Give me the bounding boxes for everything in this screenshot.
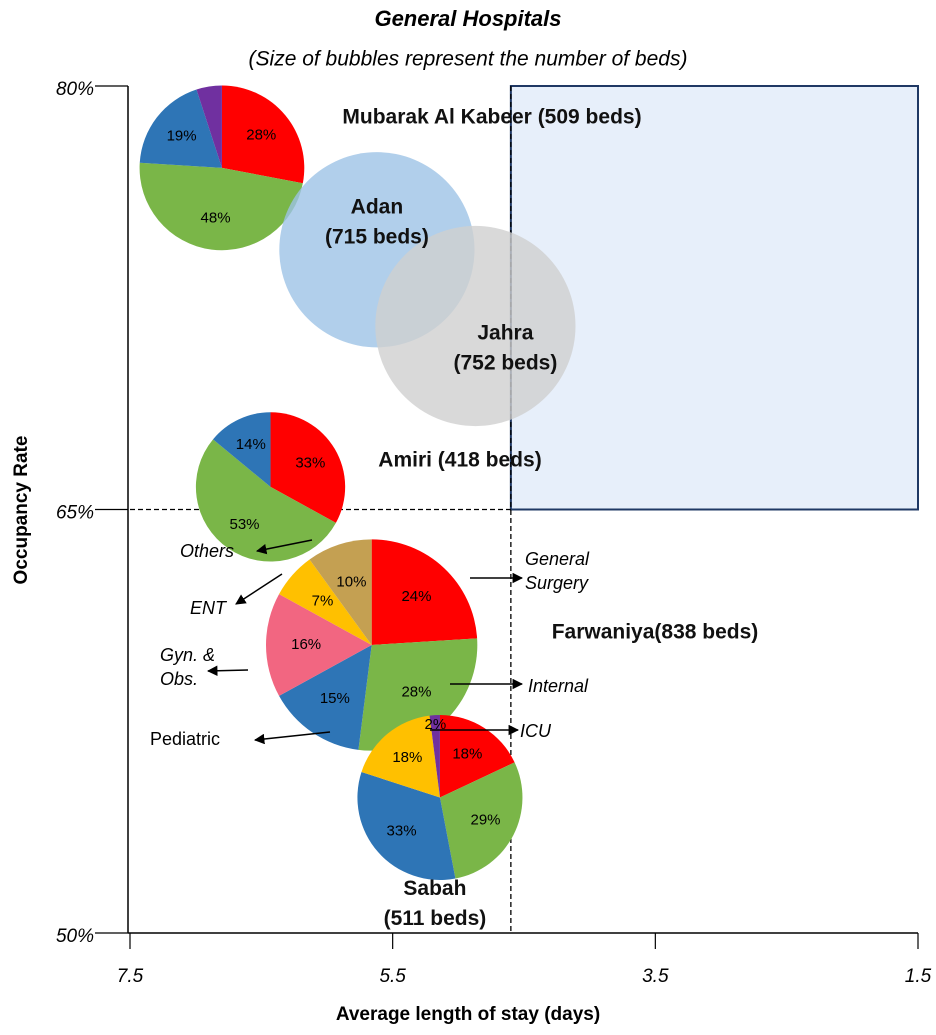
pie-slice [357, 771, 456, 880]
bubble-circle [375, 225, 576, 427]
x-axis-label: Average length of stay (days) [336, 1004, 600, 1025]
pie-slice [358, 638, 478, 751]
pie-slice [279, 559, 372, 646]
department-label: Gyn. & [160, 645, 215, 665]
bubble: 18%29%33%18%2% [357, 714, 523, 880]
department-label: Pediatric [150, 729, 220, 749]
y-tick-label: 80% [56, 79, 94, 100]
department-label: General [525, 549, 590, 569]
bubble-label: Amiri (418 beds) [378, 449, 541, 472]
bubble [375, 225, 576, 427]
x-tick-label: 7.5 [117, 966, 144, 987]
annotation-arrow [206, 665, 249, 677]
x-tick-label: 5.5 [379, 966, 406, 987]
bubble-label: Mubarak Al Kabeer (509 beds) [342, 106, 641, 129]
pie-slice [221, 85, 305, 184]
bubble-label: (511 beds) [384, 907, 487, 930]
department-label: ENT [190, 598, 228, 618]
slice-label: 15% [320, 690, 350, 707]
y-tick-label: 50% [56, 926, 94, 947]
bubble-label: (715 beds) [325, 225, 429, 248]
x-tick-label: 1.5 [905, 966, 932, 987]
slice-label: 28% [401, 684, 431, 701]
bubble-label: Farwaniya(838 beds) [552, 621, 759, 644]
department-label: Others [180, 541, 234, 561]
y-tick-label: 65% [56, 503, 94, 524]
pie-slice [139, 89, 222, 168]
slice-label: 2% [425, 716, 447, 733]
slice-label: 53% [230, 516, 260, 533]
slice-label: 29% [471, 812, 501, 829]
slice-label: 18% [452, 745, 482, 762]
slice-label: 10% [336, 574, 366, 591]
chart-title: General Hospitals [374, 6, 561, 31]
x-tick-label: 3.5 [642, 966, 669, 987]
slice-label: 7% [312, 593, 334, 610]
slice-label: 33% [387, 822, 417, 839]
highlight-region [509, 85, 919, 511]
bubble-label: (752 beds) [453, 352, 557, 375]
pie-slice [196, 85, 222, 168]
slice-label: 18% [392, 749, 422, 766]
bubble-label: Adan [351, 195, 404, 218]
slice-label: 24% [401, 588, 431, 605]
pie-slice [265, 594, 372, 696]
slice-label: 33% [295, 454, 325, 471]
pie-slice [195, 439, 336, 562]
department-label: ICU [520, 721, 552, 741]
bubble-label: Jahra [477, 322, 533, 345]
department-label: Obs. [160, 669, 198, 689]
y-axis-label: Occupancy Rate [11, 436, 32, 585]
bubble-label: Sabah [403, 877, 466, 900]
pie-slice [213, 412, 271, 487]
pie-slice [279, 645, 372, 750]
pie-slice [139, 162, 303, 251]
pie-slice [371, 539, 478, 646]
chart-subtitle: (Size of bubbles represent the number of… [249, 48, 688, 71]
pie-slice [439, 762, 523, 879]
pie-slice [309, 539, 372, 646]
department-label: Surgery [525, 573, 589, 593]
pie-slice [270, 412, 346, 523]
bubble: 24% 28% 15% 16% 7%10% [265, 539, 478, 751]
slice-label: 16% [291, 636, 321, 653]
pie-slice [361, 715, 440, 798]
slice-label: 48% [201, 209, 231, 226]
annotation-arrow [253, 731, 331, 745]
pie-slice [439, 714, 515, 798]
annotation-arrow [255, 539, 313, 555]
bubble: 33% 53% 14% [195, 412, 346, 562]
slice-label: 19% [167, 128, 197, 145]
slice-label: 14% [236, 436, 266, 453]
pie-slice [429, 714, 440, 798]
bubble: 28% 48% 19% [139, 85, 305, 251]
annotation-arrow [235, 573, 283, 605]
slice-label: 28% [246, 126, 276, 143]
department-label: Internal [528, 676, 589, 696]
